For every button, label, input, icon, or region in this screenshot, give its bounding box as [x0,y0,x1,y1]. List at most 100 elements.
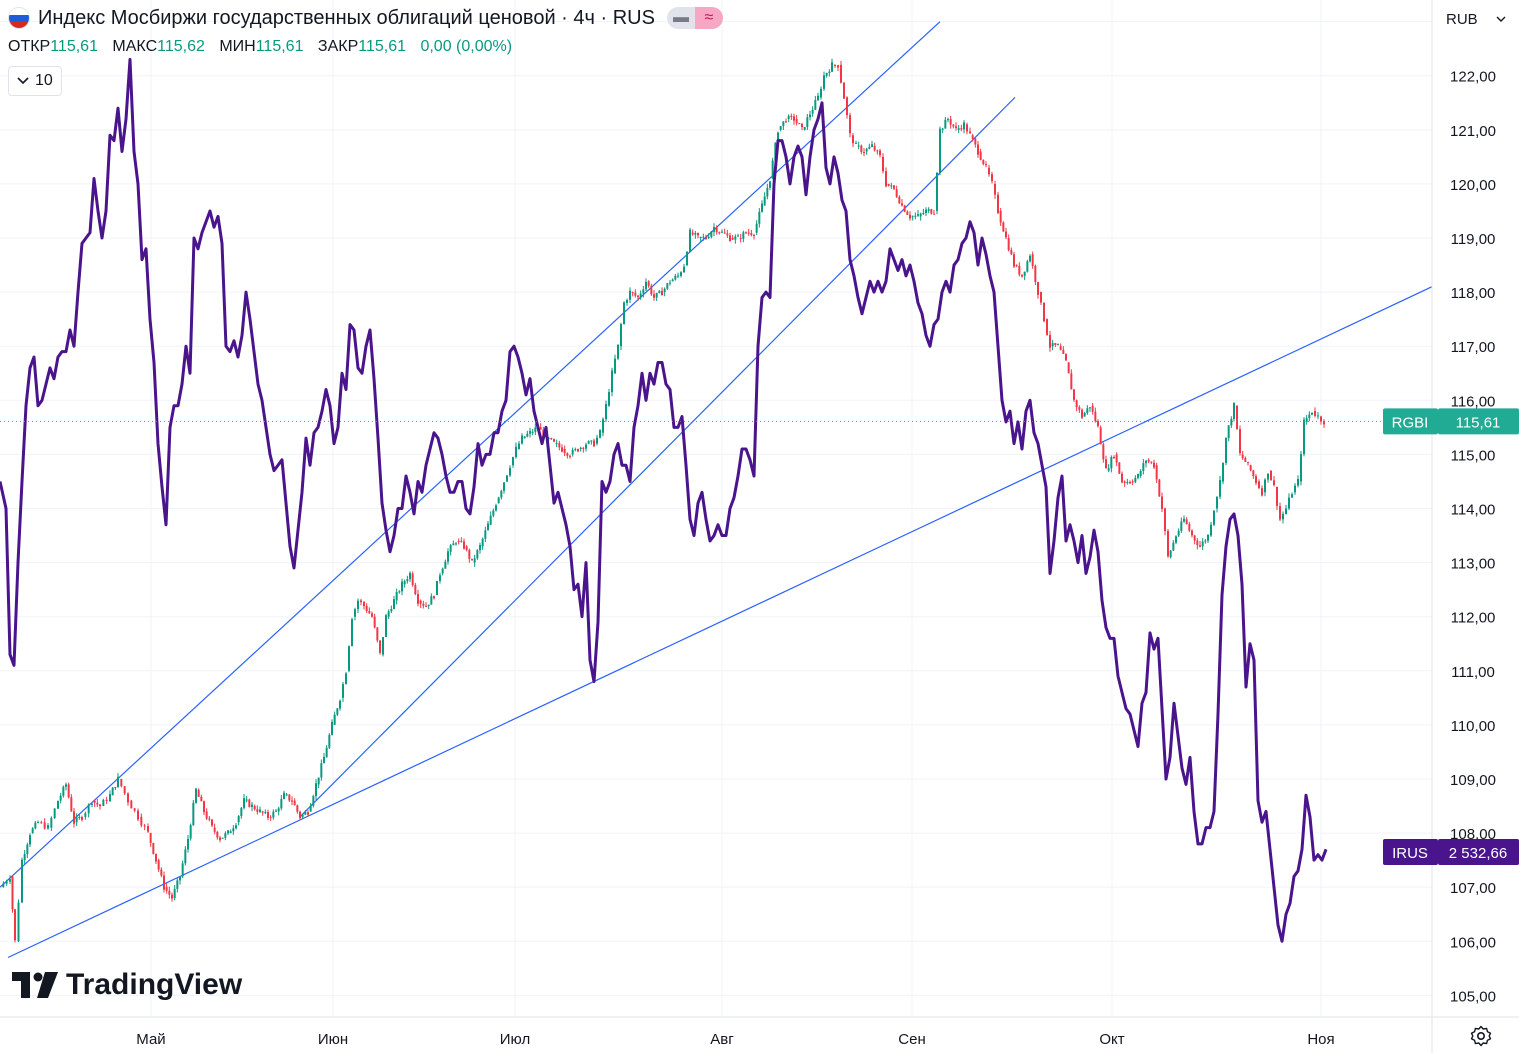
candle-body [468,549,471,559]
trend-line[interactable] [299,96,1016,818]
candle-body [179,876,181,881]
gear-icon[interactable] [1467,1022,1495,1050]
candle-body [997,194,999,213]
candle-body [1070,373,1073,390]
candle-body [293,800,296,806]
candle-body [272,811,275,818]
indicators-toggle[interactable]: 10 [8,66,62,96]
candle-body [105,799,108,802]
change-value: 0,00 (0,00%) [420,38,513,55]
candle-body [1026,261,1029,272]
data-status-icon[interactable]: ▬ [666,7,695,29]
candle-body [481,538,484,547]
candle-body [140,816,143,826]
candle-body [922,212,925,214]
candle-body [280,798,283,809]
candle-body [930,209,933,214]
candle-body [447,551,449,562]
candle-body [755,223,758,233]
candle-body [705,236,707,239]
time-axis[interactable]: Май Июн Июл Авг Сен Окт Ноя [0,1016,1519,1048]
candle-body [579,447,582,449]
candle-body [43,822,46,829]
candle-body [771,160,774,179]
candle-body [843,82,845,99]
candle-body [444,561,447,569]
candle-body [529,430,531,434]
candle-body [216,831,219,838]
candle-body [991,174,993,182]
candle-body [574,449,577,451]
candle-body [895,189,898,197]
candle-body [661,290,663,296]
candle-body [1131,481,1134,483]
time-tick-label: Июл [500,1031,530,1048]
candle-body [109,794,111,802]
currency-select[interactable]: RUB [1440,6,1512,32]
candle-body [566,453,569,456]
candle-body [949,119,952,125]
candle-body [195,788,197,803]
candle-body [371,613,373,617]
candle-body [1015,265,1018,267]
candle-body [691,232,694,235]
candle-body [927,209,930,211]
candle-body [465,546,468,550]
price-tick-label: 110,00 [1451,718,1496,735]
candle-body [1193,535,1196,541]
candle-body [911,216,914,218]
candle-body [761,203,763,212]
candle-body [1021,274,1023,277]
candle-body [433,596,435,599]
candle-body [1244,458,1247,462]
candle-body [837,65,839,68]
candle-body [309,805,312,812]
candle-body [882,156,884,172]
candle-body [873,146,876,151]
candle-body [1288,497,1290,509]
candle-body [376,627,379,641]
candle-body [1126,481,1129,483]
candle-body [1040,292,1042,303]
candle-body [1142,463,1145,472]
trend-lines[interactable] [0,21,1433,959]
candle-body [275,810,277,812]
candle-body [120,778,123,787]
tradingview-logo[interactable]: TradingView [12,968,242,1002]
candle-body [769,181,771,188]
candle-body [785,121,787,123]
candle-body [585,444,587,449]
symbol-title[interactable]: Индекс Мосбиржи государственных облигаци… [38,6,655,29]
candle-body [393,599,395,610]
candle-body [123,786,126,794]
candle-body [430,596,433,605]
trend-line[interactable] [7,286,1433,959]
candle-body [269,816,272,818]
candle-body [828,71,831,74]
candle-body [189,825,192,839]
candle-body [1153,462,1155,468]
candle-body [745,232,747,234]
candle-body [750,233,753,235]
candle-body [253,806,256,810]
candle-body [240,807,243,817]
candle-body [868,146,871,149]
candle-body [277,808,280,812]
header-pills[interactable]: ▬ ≈ [666,7,723,29]
candle-body [721,231,723,233]
candle-body [793,116,795,121]
candle-body [1282,513,1284,520]
candle-body [1121,473,1123,483]
candle-body [53,808,56,818]
trend-line[interactable] [0,21,941,888]
candle-body [790,115,793,117]
price-tick-label: 108,00 [1450,826,1496,843]
candle-body [47,825,49,829]
candle-body [999,210,1002,223]
price-axis[interactable]: 105,00 106,00 107,00 108,00 109,00 110,00 111,… [1431,0,1496,1053]
candle-body [75,817,78,823]
candle-body [37,821,39,823]
candle-body [642,289,645,294]
wave-icon[interactable]: ≈ [694,7,723,29]
